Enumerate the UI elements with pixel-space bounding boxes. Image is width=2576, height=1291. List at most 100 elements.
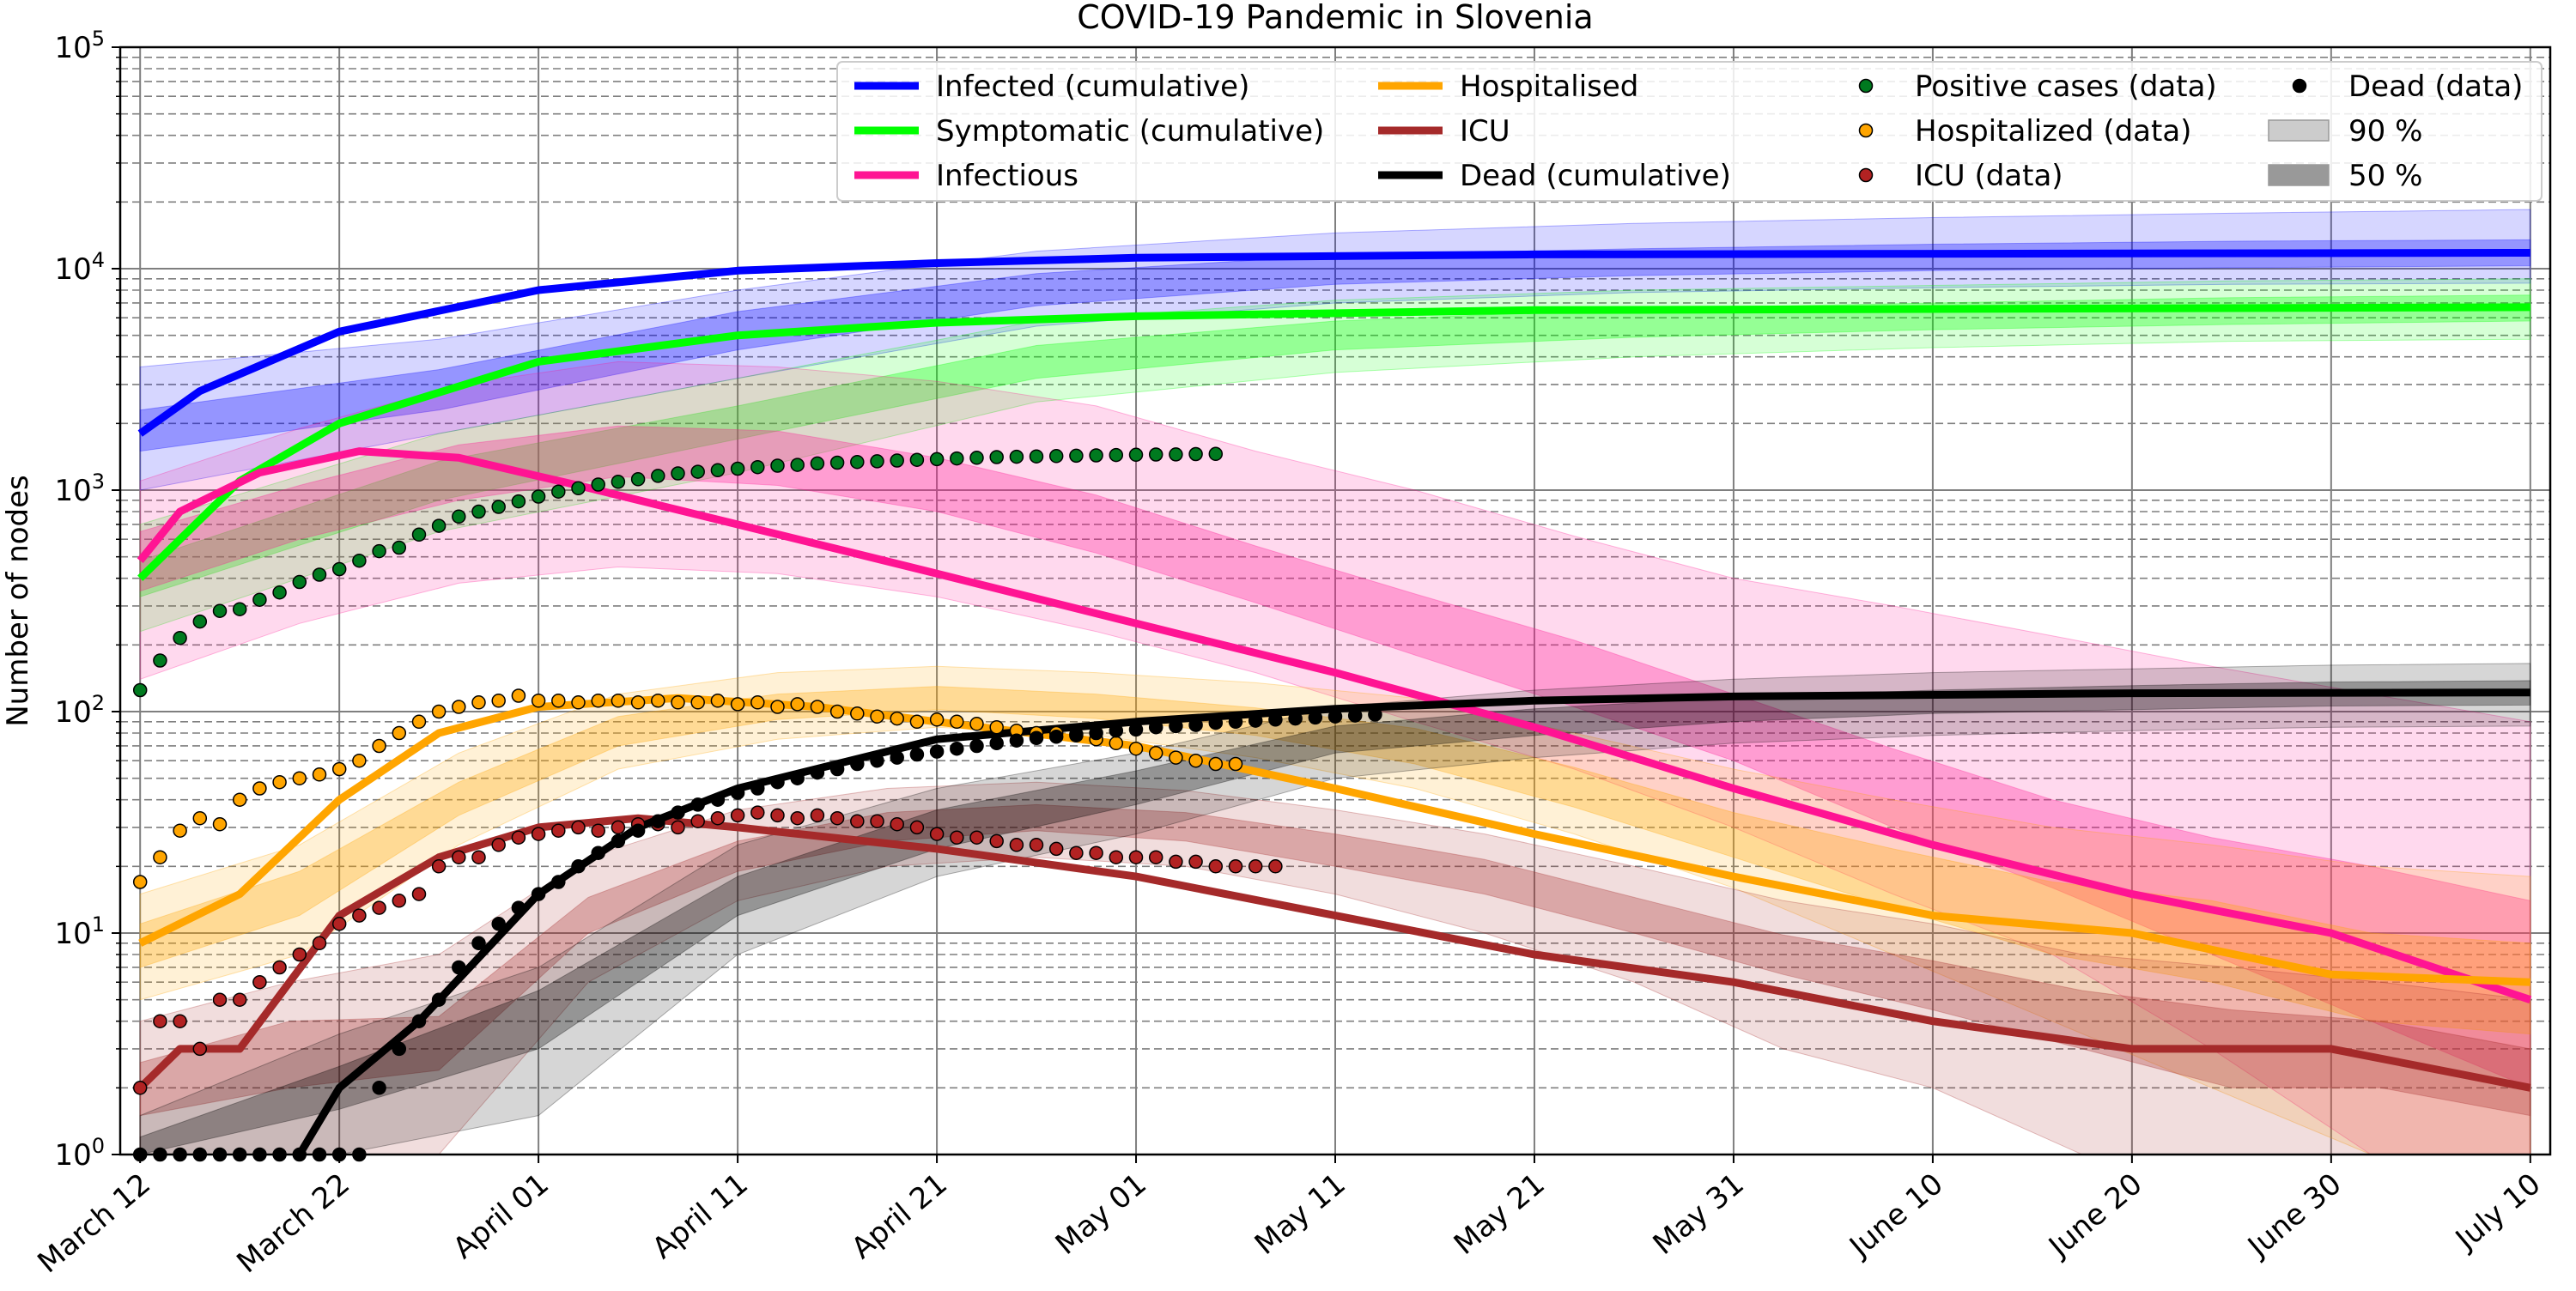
dot-icu-data	[491, 838, 506, 852]
dot-positive-cases-data	[1089, 448, 1103, 463]
dot-dead-data	[411, 1014, 427, 1028]
y-tick-label: 101	[54, 912, 105, 951]
dot-icu-data	[829, 810, 845, 826]
dot-icu-data	[1268, 859, 1283, 874]
dot-icu-data	[1188, 854, 1203, 870]
dot-positive-cases-data	[1029, 449, 1044, 464]
dot-positive-cases-data	[750, 459, 765, 475]
dot-dead-data	[471, 936, 486, 951]
dot-hospitalized-data	[1208, 756, 1224, 772]
dot-icu-data	[571, 820, 586, 835]
legend-label-90: 90 %	[2348, 114, 2422, 148]
dot-icu-data	[870, 814, 884, 828]
line-infected-cumulative	[137, 249, 2530, 437]
dot-dead-data	[511, 900, 526, 915]
dot-icu-data	[850, 814, 865, 828]
dot-dead-data	[591, 846, 605, 860]
dot-dead-data	[710, 792, 726, 807]
dot-hospitalized-data	[1109, 736, 1124, 751]
band-50-symptomatic-cumulative	[139, 294, 2531, 597]
dot-icu-data	[1248, 859, 1263, 874]
legend-label-symptomatic-cumulative: Symptomatic (cumulative)	[936, 114, 1324, 148]
dot-dead-data	[372, 1081, 386, 1095]
dot-icu-data	[1228, 859, 1243, 874]
dot-icu-data	[331, 917, 347, 931]
dot-hospitalized-data	[630, 695, 646, 710]
dot-positive-cases-data	[331, 561, 347, 577]
dot-positive-cases-data	[671, 466, 685, 481]
dot-icu-data	[531, 827, 546, 841]
dot-icu-data	[810, 808, 825, 823]
dot-positive-cases-data	[192, 614, 208, 629]
dot-hospitalized-data	[671, 695, 685, 710]
band-90-dead-cumulative	[139, 663, 2531, 1155]
dot-dead-data	[1248, 713, 1263, 728]
dot-dead-data	[1148, 719, 1163, 735]
dot-dead-data	[1228, 714, 1243, 730]
dot-dead-data	[989, 736, 1004, 751]
dot-positive-cases-data	[929, 452, 945, 467]
dot-icu-data	[352, 908, 367, 923]
line-icu	[137, 814, 2531, 1092]
dot-hospitalized-data	[829, 704, 845, 719]
dot-icu-data	[292, 947, 307, 962]
dot-hospitalized-data	[292, 771, 307, 785]
dot-hospitalized-data	[690, 695, 705, 710]
dot-dead-data	[890, 750, 904, 765]
dot-hospitalized-data	[452, 700, 466, 714]
dot-dead-data	[1188, 718, 1203, 732]
dot-positive-cases-data	[1148, 447, 1163, 462]
dot-positive-cases-data	[909, 452, 925, 467]
dot-dead-data	[551, 875, 566, 889]
legend-handle-hospitalized-data	[1858, 123, 1874, 138]
dot-dead-data	[969, 738, 984, 754]
dot-dead-data	[810, 765, 825, 780]
dot-positive-cases-data	[1208, 446, 1224, 462]
dot-positive-cases-data	[890, 453, 904, 468]
dot-dead-data	[1347, 708, 1363, 723]
dot-hospitalized-data	[212, 816, 228, 832]
band-50-icu	[139, 803, 2531, 1117]
dot-positive-cases-data	[292, 574, 307, 590]
dot-hospitalized-data	[511, 688, 526, 703]
dot-dead-data	[790, 771, 805, 785]
dot-positive-cases-data	[710, 463, 726, 478]
dot-dead-data	[1009, 733, 1024, 748]
dot-icu-data	[252, 974, 267, 990]
dot-dead-data	[1208, 715, 1224, 730]
dot-icu-data	[1169, 854, 1183, 870]
dot-icu-data	[989, 833, 1004, 849]
dot-positive-cases-data	[1109, 447, 1124, 463]
dot-icu-data	[890, 816, 904, 832]
dot-hospitalized-data	[730, 697, 745, 712]
dot-positive-cases-data	[531, 489, 546, 504]
dot-dead-data	[571, 859, 586, 874]
dot-positive-cases-data	[810, 456, 825, 471]
dot-icu-data	[511, 830, 526, 845]
dot-icu-data	[929, 827, 945, 841]
legend-label-icu-data: ICU (data)	[1915, 159, 2063, 193]
dot-hospitalized-data	[491, 694, 506, 708]
dot-hospitalized-data	[611, 694, 626, 708]
dot-positive-cases-data	[1128, 447, 1144, 463]
dot-icu-data	[232, 992, 247, 1007]
dot-dead-data	[1169, 718, 1183, 734]
dot-positive-cases-data	[491, 500, 506, 514]
dot-hospitalized-data	[909, 714, 925, 730]
dot-hospitalized-data	[232, 792, 247, 807]
dot-hospitalized-data	[1188, 753, 1203, 768]
dot-positive-cases-data	[611, 475, 626, 489]
legend-label-dead-data: Dead (data)	[2348, 70, 2523, 104]
dot-positive-cases-data	[651, 469, 665, 483]
dot-positive-cases-data	[989, 450, 1004, 464]
dot-hospitalized-data	[969, 717, 984, 731]
dot-positive-cases-data	[630, 472, 646, 487]
band-90-infected-cumulative	[139, 209, 2531, 491]
dot-dead-data	[870, 753, 884, 768]
dot-dead-data	[1368, 707, 1382, 722]
dot-icu-data	[1029, 838, 1044, 852]
dot-icu-data	[551, 823, 566, 838]
dot-hospitalized-data	[890, 711, 904, 726]
y-tick-label: 103	[54, 470, 105, 508]
dot-dead-data	[1089, 725, 1103, 741]
